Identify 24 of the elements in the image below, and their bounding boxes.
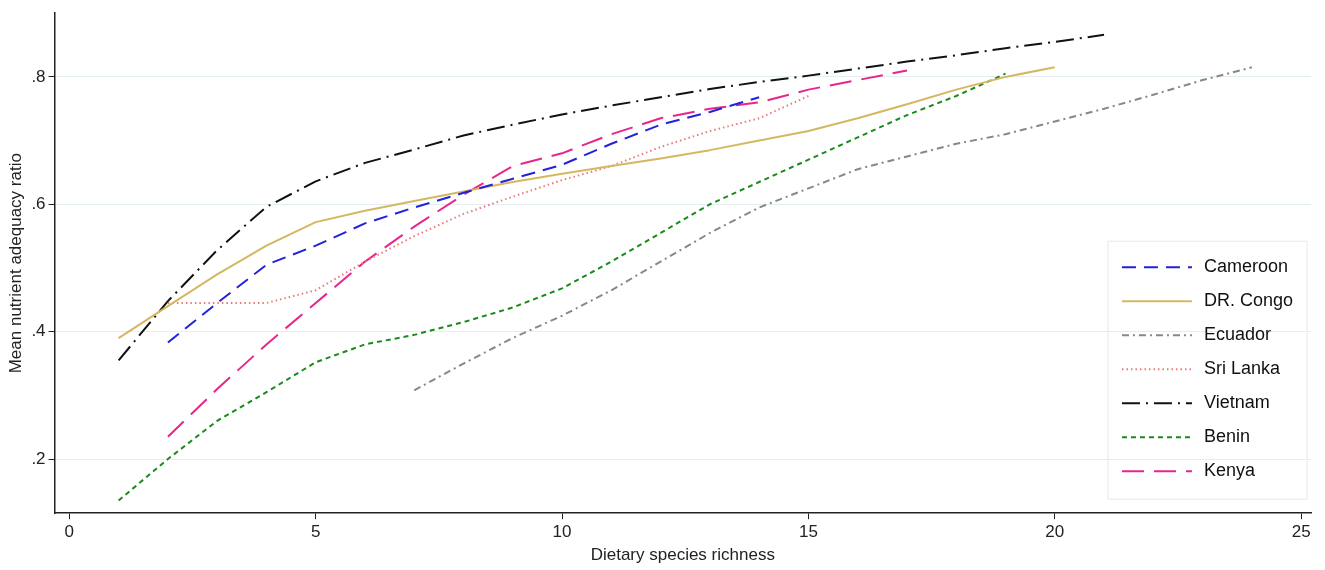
x-axis-title: Dietary species richness [590,545,775,565]
legend-label: DR. Congo [1203,290,1293,311]
line-series [117,72,1007,502]
line-series [117,33,1106,362]
y-tick-label: .8 [31,66,46,86]
line-series [166,95,810,305]
x-tick-label: 10 [552,522,572,542]
y-axis-title: Mean nutrient adequacy ratio [5,153,25,374]
x-tick-label: 25 [1291,522,1311,542]
legend-label: Benin [1203,426,1250,447]
y-tick-label: .2 [31,448,46,468]
line-series [166,69,908,438]
legend-label: Vietnam [1203,392,1270,413]
legend-label: Ecuador [1203,324,1272,345]
y-tick-label: .6 [31,193,46,213]
x-tick-label: 0 [64,522,75,542]
x-tick-label: 20 [1045,522,1065,542]
legend-label: Cameroon [1203,256,1288,277]
x-tick-label: 5 [310,522,321,542]
line-series [166,96,761,344]
x-tick-label: 15 [798,522,818,542]
legend-label: Sri Lanka [1203,358,1281,379]
y-tick-label: .4 [31,321,46,341]
legend-label: Kenya [1203,460,1256,481]
